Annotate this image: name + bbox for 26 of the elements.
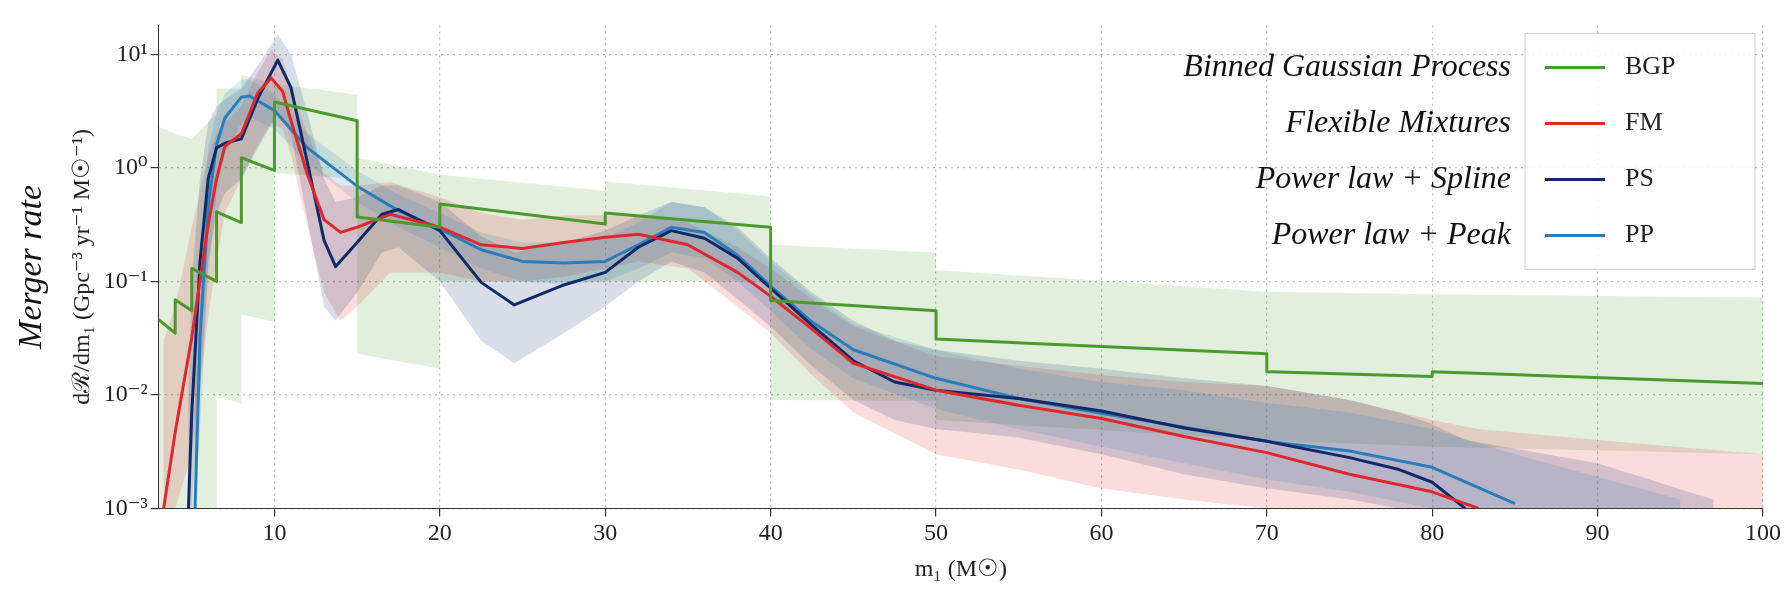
y-tick-label: 10⁻² [103,380,148,407]
x-tick-label: 50 [924,519,949,546]
x-tick-label: 90 [1585,519,1610,546]
y-tick-label: 10⁰ [114,153,148,180]
x-tick-label: 20 [427,519,452,546]
x-axis-title: m₁ (M☉) [914,554,1008,581]
legend-label: BGP [1625,51,1676,81]
x-tick-label: 100 [1745,519,1781,546]
y-tick-label: 10⁻³ [103,493,148,520]
annotation: Binned Gaussian Process [1183,46,1511,83]
annotation: Flexible Mixtures [1284,102,1511,139]
x-tick-label: 10 [262,519,287,546]
legend-label: PP [1625,219,1654,249]
legend-label: FM [1625,107,1663,137]
x-tick-label: 40 [758,519,783,546]
x-tick-label: 30 [593,519,618,546]
text: Merger rate [10,184,48,350]
annotation: Power law + Spline [1254,158,1511,195]
y-tick-label: 10⁻¹ [103,266,148,293]
x-tick-label: 60 [1089,519,1114,546]
y-tick-label: 10¹ [116,39,148,66]
x-tick-label: 80 [1420,519,1445,546]
annotation: Power law + Peak [1270,214,1512,251]
y-axis-title: dℛ/dm₁ (Gpc⁻³ yr⁻¹ M☉⁻¹) [67,129,94,405]
legend-label: PS [1625,163,1654,193]
x-tick-label: 70 [1254,519,1279,546]
